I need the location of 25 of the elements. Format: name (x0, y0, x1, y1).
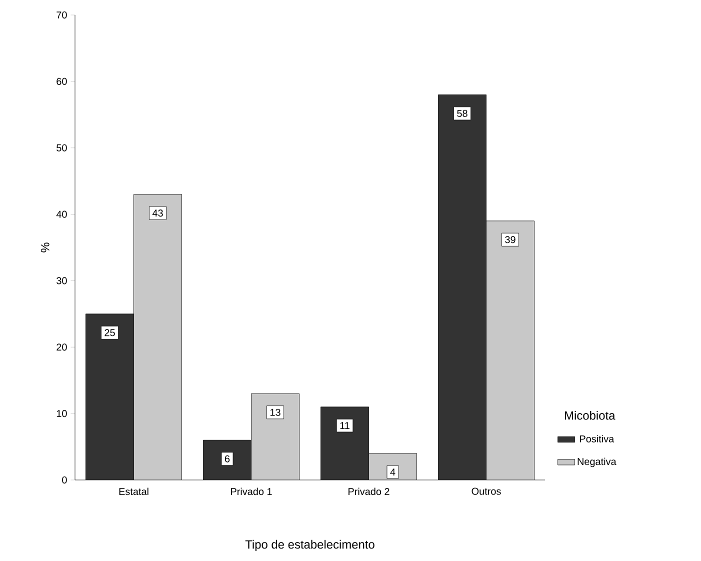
y-tick-label: 30 (56, 277, 67, 284)
y-tick-label: 70 (56, 11, 67, 19)
data-label: 58 (457, 110, 468, 117)
x-tick-label: Privado 2 (348, 488, 390, 496)
y-tick-label: 0 (62, 476, 67, 484)
y-axis-title: % (40, 242, 50, 252)
y-tick-label: 20 (56, 344, 67, 351)
data-label: 13 (270, 408, 280, 416)
y-tick-label: 10 (56, 410, 67, 418)
data-label: 4 (390, 468, 396, 476)
y-tick-label: 60 (56, 78, 67, 85)
legend-title: Micobiota (565, 410, 616, 420)
y-tick-label: 50 (56, 144, 67, 152)
legend-label: Positiva (580, 435, 614, 442)
data-label: 25 (104, 329, 115, 336)
data-label: 39 (505, 236, 516, 244)
x-tick-label: Outros (472, 488, 501, 495)
x-tick-label: Privado 1 (231, 488, 272, 496)
x-axis-title: Tipo de estabelecimento (245, 540, 374, 552)
y-tick-label: 40 (56, 210, 67, 218)
data-label: 11 (340, 422, 350, 429)
legend-label: Negativa (578, 458, 616, 468)
x-tick-label: Estatal (119, 488, 148, 496)
data-label: 6 (224, 455, 230, 462)
data-label: 43 (152, 210, 163, 217)
